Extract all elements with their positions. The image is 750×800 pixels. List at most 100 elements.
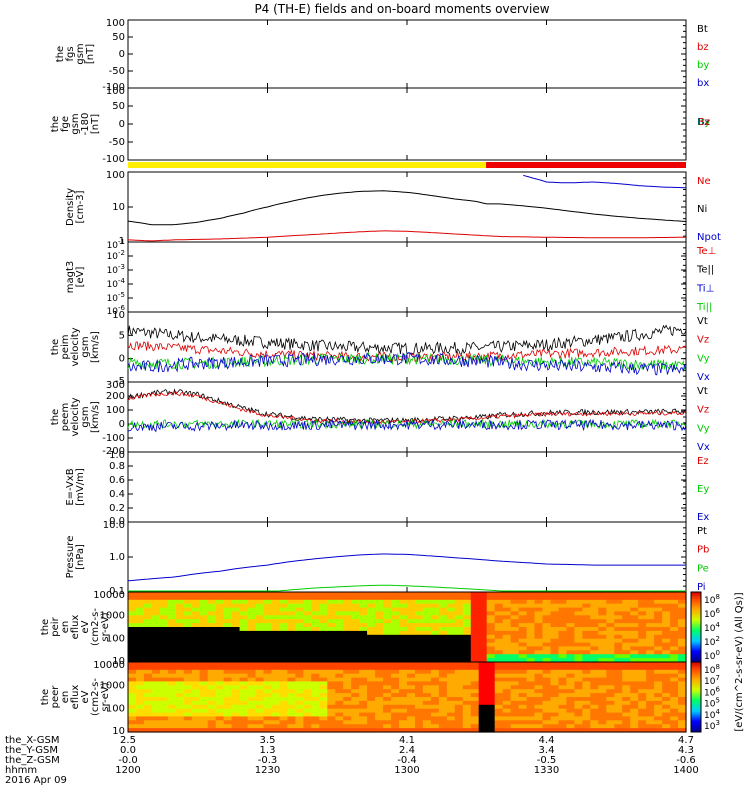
heatmap-cell xyxy=(287,615,296,620)
heatmap-cell xyxy=(239,619,249,624)
heatmap-cell xyxy=(231,642,241,648)
heatmap-cell xyxy=(175,627,185,632)
heatmap-cell xyxy=(670,599,679,605)
heatmap-cell xyxy=(383,658,392,663)
heatmap-cell xyxy=(630,728,639,733)
heatmap-cell xyxy=(383,716,392,721)
y-axis-label: gsm xyxy=(75,43,86,64)
heatmap-cell xyxy=(191,724,201,729)
heatmap-cell xyxy=(550,685,560,690)
heatmap-cell xyxy=(271,638,281,644)
heatmap-cell xyxy=(351,708,360,714)
heatmap-cell xyxy=(247,595,257,601)
heatmap-cell xyxy=(367,704,376,710)
heatmap-cell xyxy=(239,654,249,659)
heatmap-cell xyxy=(678,646,687,651)
heatmap-cell xyxy=(295,673,304,679)
heatmap-cell xyxy=(638,673,647,679)
heatmap-cell xyxy=(478,720,488,725)
heatmap-cell xyxy=(574,611,583,616)
heatmap-cell xyxy=(614,685,623,690)
heatmap-cell xyxy=(630,677,639,683)
heatmap-cell xyxy=(303,615,312,620)
heatmap-cell xyxy=(622,592,631,597)
heatmap-cell xyxy=(542,681,552,686)
heatmap-cell xyxy=(191,697,201,702)
heatmap-cell xyxy=(438,677,448,683)
heatmap-cell xyxy=(678,708,687,714)
heatmap-cell xyxy=(335,720,344,725)
heatmap-cell xyxy=(295,693,304,698)
heatmap-cell xyxy=(566,669,575,675)
heatmap-cell xyxy=(199,634,209,640)
heatmap-cell xyxy=(534,681,544,686)
y-tick-label: -100 xyxy=(102,82,125,93)
heatmap-cell xyxy=(606,650,615,655)
heatmap-cell xyxy=(438,607,448,613)
colorbar-tick: 106 xyxy=(704,607,720,620)
heatmap-cell xyxy=(247,704,257,710)
heatmap-cell xyxy=(662,592,671,597)
heatmap-cell xyxy=(662,724,671,729)
mode-bar-segment xyxy=(486,162,686,168)
heatmap-cell xyxy=(359,712,368,718)
heatmap-cell xyxy=(279,654,289,659)
heatmap-cell xyxy=(231,662,241,667)
heatmap-cell xyxy=(399,650,408,655)
heatmap-cell xyxy=(598,654,607,659)
heatmap-cell xyxy=(311,623,320,628)
heatmap-cell xyxy=(215,700,225,706)
heatmap-cell xyxy=(614,658,623,663)
heatmap-cell xyxy=(327,592,336,597)
heatmap-cell xyxy=(215,704,225,710)
y-axis-label: -180 xyxy=(80,113,91,136)
heatmap-cell xyxy=(574,646,583,651)
heatmap-cell xyxy=(191,720,201,725)
heatmap-cell xyxy=(199,708,209,714)
heatmap-cell xyxy=(407,646,416,651)
heatmap-cell xyxy=(542,693,552,698)
heatmap-cell xyxy=(518,603,528,609)
heatmap-cell xyxy=(478,607,488,613)
heatmap-cell xyxy=(215,607,225,613)
heatmap-cell xyxy=(303,592,312,597)
heatmap-cell xyxy=(478,627,488,632)
heatmap-cell xyxy=(470,693,480,698)
heatmap-cell xyxy=(574,658,583,663)
heatmap-cell xyxy=(678,638,687,644)
heatmap-cell xyxy=(231,665,241,671)
heatmap-cell xyxy=(454,646,464,651)
heatmap-cell xyxy=(215,689,225,694)
heatmap-cell xyxy=(287,697,296,702)
heatmap-cell xyxy=(622,650,631,655)
heatmap-cell xyxy=(494,716,504,721)
heatmap-cell xyxy=(462,592,472,597)
heatmap-cell xyxy=(255,720,265,725)
heatmap-cell xyxy=(415,607,424,613)
heatmap-cell xyxy=(383,623,392,628)
heatmap-cell xyxy=(383,642,392,648)
colorbar-label: [eV/(cm^2-s-sr-eV) (All Qs)] xyxy=(734,592,745,731)
heatmap-cell xyxy=(215,592,225,597)
heatmap-cell xyxy=(407,673,416,679)
heatmap-cell xyxy=(207,665,217,671)
heatmap-cell xyxy=(407,627,416,632)
heatmap-cell xyxy=(502,689,512,694)
heatmap-cell xyxy=(391,619,400,624)
heatmap-cell xyxy=(438,623,448,628)
heatmap-cell xyxy=(502,728,512,733)
y-tick-label: 0 xyxy=(119,354,125,365)
heatmap-cell xyxy=(510,638,520,644)
heatmap-cell xyxy=(534,704,544,710)
y-tick-label: 0.2 xyxy=(109,503,125,514)
heatmap-cell xyxy=(167,724,177,729)
heatmap-cell xyxy=(470,654,480,659)
heatmap-cell xyxy=(510,681,520,686)
heatmap-cell xyxy=(167,595,177,601)
heatmap-cell xyxy=(399,685,408,690)
heatmap-cell xyxy=(526,603,536,609)
heatmap-cell xyxy=(654,681,663,686)
heatmap-cell xyxy=(183,720,193,725)
heatmap-cell xyxy=(534,724,544,729)
